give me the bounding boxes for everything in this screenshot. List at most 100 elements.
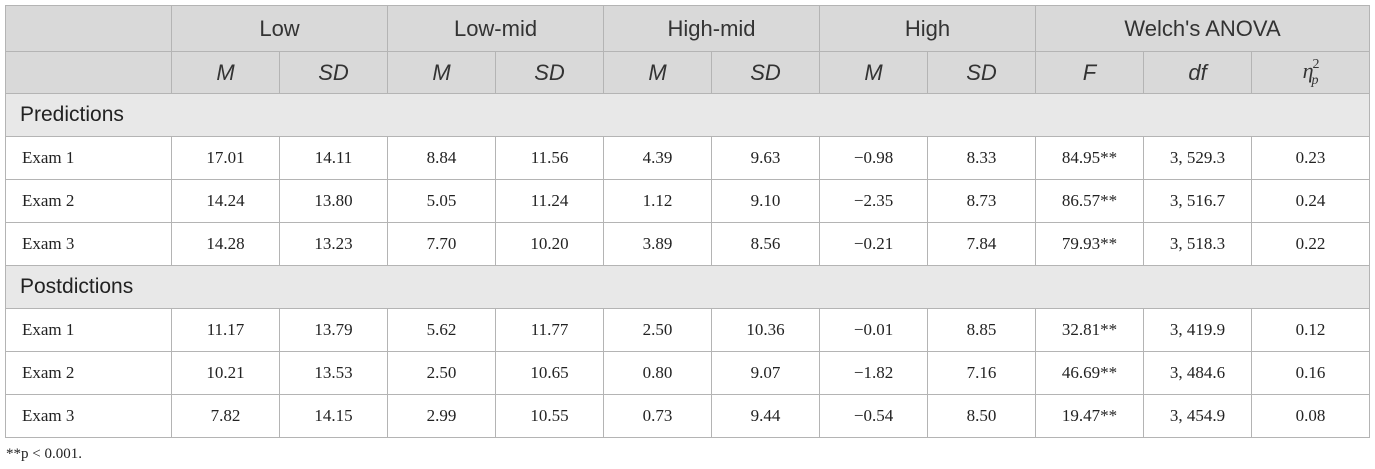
table-cell: 11.24 bbox=[495, 179, 605, 223]
table-cell: 5.62 bbox=[387, 308, 497, 352]
table-cell: −2.35 bbox=[819, 179, 929, 223]
table-cell: −0.98 bbox=[819, 136, 929, 180]
table-cell: 8.84 bbox=[387, 136, 497, 180]
section-row-postdictions: Postdictions bbox=[4, 265, 1371, 309]
table-cell: 3.89 bbox=[603, 222, 713, 266]
table-cell: 19.47** bbox=[1035, 394, 1145, 438]
stat-header: SD bbox=[711, 51, 821, 94]
table-cell: 13.23 bbox=[278, 222, 389, 266]
eta-squared-symbol: η2p bbox=[1302, 56, 1320, 88]
stat-header: M bbox=[819, 51, 929, 94]
group-header-high: High bbox=[819, 5, 1037, 52]
row-label: Exam 1 bbox=[5, 136, 172, 180]
table-cell: 8.73 bbox=[927, 179, 1037, 223]
table-cell: 0.24 bbox=[1251, 179, 1371, 223]
table-cell: 14.15 bbox=[278, 394, 389, 438]
table-cell: 7.82 bbox=[171, 394, 280, 438]
row-label: Exam 1 bbox=[5, 308, 172, 352]
table-cell: 2.50 bbox=[387, 351, 497, 395]
corner-cell bbox=[5, 5, 172, 52]
table-cell: −0.01 bbox=[819, 308, 929, 352]
table-cell: 2.50 bbox=[603, 308, 713, 352]
table-cell: 11.17 bbox=[171, 308, 280, 352]
table-cell: 8.50 bbox=[927, 394, 1037, 438]
table-cell: 0.80 bbox=[603, 351, 713, 395]
table-row: Exam 1 17.01 14.11 8.84 11.56 4.39 9.63 … bbox=[5, 136, 1371, 180]
group-header-row: Low Low-mid High-mid High Welch's ANOVA bbox=[5, 5, 1371, 52]
table-cell: 10.21 bbox=[171, 351, 280, 395]
section-title: Postdictions bbox=[4, 265, 1371, 309]
group-header-welch-anova: Welch's ANOVA bbox=[1035, 5, 1371, 52]
row-label: Exam 3 bbox=[5, 222, 172, 266]
table-row: Exam 3 14.28 13.23 7.70 10.20 3.89 8.56 … bbox=[5, 222, 1371, 266]
table-cell: 46.69** bbox=[1035, 351, 1145, 395]
table-row: Exam 2 14.24 13.80 5.05 11.24 1.12 9.10 … bbox=[5, 179, 1371, 223]
table-cell: 8.85 bbox=[927, 308, 1037, 352]
table-cell: 7.84 bbox=[927, 222, 1037, 266]
stat-header: F bbox=[1035, 51, 1145, 94]
table-cell: 0.16 bbox=[1251, 351, 1371, 395]
table-cell: 3, 518.3 bbox=[1143, 222, 1253, 266]
corner-cell-2 bbox=[5, 51, 172, 94]
table-cell: 9.10 bbox=[711, 179, 821, 223]
table-cell: 13.79 bbox=[278, 308, 389, 352]
footnote: **p < 0.001. bbox=[6, 446, 82, 462]
stat-header: M bbox=[603, 51, 713, 94]
table-cell: 11.56 bbox=[495, 136, 605, 180]
table-cell: 14.24 bbox=[171, 179, 280, 223]
table-cell: −1.82 bbox=[819, 351, 929, 395]
table-cell: 5.05 bbox=[387, 179, 497, 223]
table-cell: 10.55 bbox=[495, 394, 605, 438]
table-cell: 4.39 bbox=[603, 136, 713, 180]
section-title: Predictions bbox=[4, 93, 1371, 137]
table-cell: 0.23 bbox=[1251, 136, 1371, 180]
results-table: Low Low-mid High-mid High Welch's ANOVA … bbox=[4, 5, 1371, 438]
table-cell: 0.73 bbox=[603, 394, 713, 438]
table-cell: 3, 419.9 bbox=[1143, 308, 1253, 352]
table-cell: 3, 529.3 bbox=[1143, 136, 1253, 180]
table-cell: 3, 516.7 bbox=[1143, 179, 1253, 223]
table-cell: 13.80 bbox=[278, 179, 389, 223]
table-cell: 9.63 bbox=[711, 136, 821, 180]
table-cell: 84.95** bbox=[1035, 136, 1145, 180]
table-cell: 10.65 bbox=[495, 351, 605, 395]
table-cell: 8.56 bbox=[711, 222, 821, 266]
stat-header: SD bbox=[495, 51, 605, 94]
table-cell: 3, 484.6 bbox=[1143, 351, 1253, 395]
table-row: Exam 1 11.17 13.79 5.62 11.77 2.50 10.36… bbox=[5, 308, 1371, 352]
table-cell: −0.54 bbox=[819, 394, 929, 438]
row-label: Exam 2 bbox=[5, 351, 172, 395]
group-header-low: Low bbox=[170, 5, 389, 52]
stat-header: M bbox=[387, 51, 497, 94]
table-cell: 14.28 bbox=[171, 222, 280, 266]
table-cell: −0.21 bbox=[819, 222, 929, 266]
row-label: Exam 2 bbox=[5, 179, 172, 223]
eta-superscript: 2 bbox=[1312, 56, 1320, 72]
table-cell: 14.11 bbox=[278, 136, 389, 180]
table-cell: 7.70 bbox=[387, 222, 497, 266]
section-row-predictions: Predictions bbox=[4, 93, 1371, 137]
stat-header: df bbox=[1143, 51, 1253, 94]
table-cell: 9.44 bbox=[711, 394, 821, 438]
stat-header: SD bbox=[927, 51, 1037, 94]
table-cell: 0.22 bbox=[1251, 222, 1371, 266]
stat-header-eta: η2p bbox=[1251, 51, 1371, 94]
table-cell: 11.77 bbox=[495, 308, 605, 352]
table-cell: 8.33 bbox=[927, 136, 1037, 180]
table-row: Exam 3 7.82 14.15 2.99 10.55 0.73 9.44 −… bbox=[5, 394, 1371, 438]
eta-letter: η bbox=[1302, 57, 1314, 83]
group-header-high-mid: High-mid bbox=[603, 5, 821, 52]
table-row: Exam 2 10.21 13.53 2.50 10.65 0.80 9.07 … bbox=[5, 351, 1371, 395]
table-cell: 17.01 bbox=[171, 136, 280, 180]
table-cell: 86.57** bbox=[1035, 179, 1145, 223]
stat-header: M bbox=[171, 51, 280, 94]
table-cell: 7.16 bbox=[927, 351, 1037, 395]
table-cell: 79.93** bbox=[1035, 222, 1145, 266]
table-cell: 2.99 bbox=[387, 394, 497, 438]
row-label: Exam 3 bbox=[5, 394, 172, 438]
table-cell: 0.08 bbox=[1251, 394, 1371, 438]
group-header-low-mid: Low-mid bbox=[387, 5, 605, 52]
stat-header-row: M SD M SD M SD M SD F df η2p bbox=[5, 51, 1371, 94]
table-cell: 10.36 bbox=[711, 308, 821, 352]
table-cell: 0.12 bbox=[1251, 308, 1371, 352]
